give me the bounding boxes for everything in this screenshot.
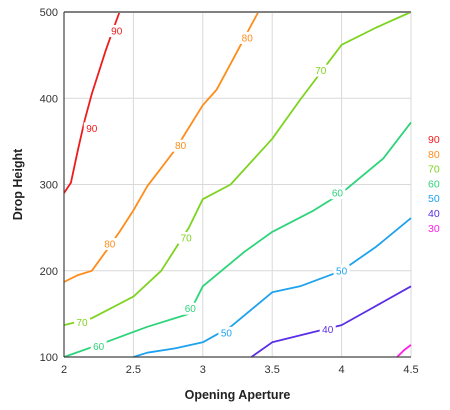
- contour-line-50: [133, 217, 412, 358]
- contour-label-80: 80: [242, 33, 254, 44]
- y-tick-label: 100: [40, 352, 58, 364]
- contour-label-bg: [74, 316, 91, 329]
- contour-series-60: 60 60 60: [63, 121, 412, 358]
- y-tick-label: 300: [40, 180, 58, 192]
- contour-label-70: 70: [315, 66, 327, 77]
- legend-item-70: 70: [428, 164, 440, 176]
- contour-label-80: 80: [175, 141, 187, 152]
- x-tick-label: 4.5: [403, 364, 418, 376]
- contour-label-bg: [101, 238, 118, 251]
- y-tick-label: 400: [40, 93, 58, 105]
- contour-label-70: 70: [76, 318, 88, 329]
- contour-label-50: 50: [336, 266, 348, 277]
- x-tick-label: 2.5: [126, 364, 141, 376]
- contour-label-90: 90: [111, 26, 123, 37]
- contour-label-bg: [329, 187, 346, 200]
- contour-series-50: 50 50: [133, 217, 412, 358]
- y-axis-title: Drop Height: [11, 148, 25, 220]
- contour-line-70: [63, 11, 412, 326]
- contour-label-60: 60: [93, 342, 105, 353]
- contour-label-bg: [172, 139, 189, 152]
- contour-line-90: [63, 11, 121, 194]
- contour-line-60: [63, 121, 412, 358]
- contour-label-60: 60: [332, 189, 344, 200]
- contour-series-30: [396, 344, 412, 358]
- contour-label-bg: [182, 302, 199, 315]
- legend-item-60: 60: [428, 178, 440, 190]
- contour-line-80: [63, 11, 260, 283]
- contour-label-bg: [333, 264, 350, 277]
- contour-line-40: [250, 285, 412, 358]
- contour-label-40: 40: [322, 325, 334, 336]
- contour-label-bg: [218, 326, 235, 339]
- legend-item-50: 50: [428, 193, 440, 205]
- legend: 90 80 70 60 50 40 30: [428, 134, 440, 235]
- contour-label-bg: [108, 24, 125, 37]
- contour-label-bg: [90, 340, 107, 353]
- plot-frame: [63, 11, 411, 358]
- x-axis-title: Opening Aperture: [185, 388, 291, 402]
- contour-series-90: 90 90: [63, 11, 125, 194]
- x-tick-label: 4: [339, 364, 345, 376]
- legend-item-40: 40: [428, 208, 440, 220]
- contour-series-40: 40: [250, 285, 412, 358]
- contour-label-bg: [319, 323, 336, 336]
- contour-line-30: [396, 344, 412, 358]
- x-tick-label: 3.5: [265, 364, 280, 376]
- contour-label-bg: [83, 122, 100, 135]
- contour-lines: 90 90 80 80 80 70 70 70 60 60 60 50 50 40: [63, 11, 412, 358]
- legend-item-80: 80: [428, 149, 440, 161]
- contour-label-bg: [312, 64, 329, 77]
- contour-label-90: 90: [86, 124, 98, 135]
- contour-series-70: 70 70 70: [63, 11, 412, 329]
- contour-label-bg: [178, 231, 195, 244]
- contour-label-50: 50: [221, 328, 233, 339]
- contour-label-70: 70: [181, 233, 193, 244]
- y-tick-label: 200: [40, 266, 58, 278]
- contour-label-60: 60: [185, 304, 197, 315]
- contour-label-bg: [239, 31, 256, 44]
- contour-series-80: 80 80 80: [63, 11, 260, 283]
- x-tick-label: 2: [61, 364, 67, 376]
- legend-item-30: 30: [428, 223, 440, 235]
- legend-item-90: 90: [428, 134, 440, 146]
- axis-ticks: 2 2.5 3 3.5 4 4.5 100 200 300 400 500: [40, 7, 419, 376]
- y-tick-label: 500: [40, 7, 58, 19]
- x-tick-label: 3: [200, 364, 206, 376]
- contour-label-80: 80: [104, 240, 116, 251]
